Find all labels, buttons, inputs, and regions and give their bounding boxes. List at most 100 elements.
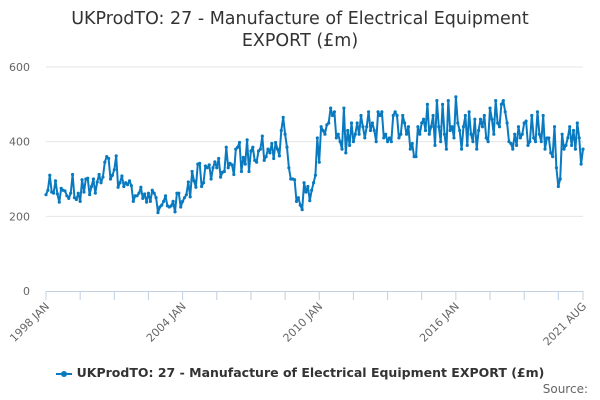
data-point (137, 191, 141, 195)
data-point (374, 140, 378, 144)
data-point (198, 161, 202, 165)
data-point (63, 189, 67, 193)
data-point (169, 204, 173, 208)
data-point (556, 184, 560, 189)
legend[interactable]: UKProdTO: 27 - Manufacture of Electrical… (0, 365, 600, 380)
y-tick-label: 200 (9, 210, 30, 223)
data-point (376, 110, 380, 114)
data-point (348, 143, 352, 147)
data-point (359, 113, 363, 118)
data-point (65, 194, 69, 198)
data-point (272, 156, 276, 161)
data-point (217, 156, 221, 161)
data-point (454, 95, 458, 99)
data-point (581, 147, 585, 151)
data-point (205, 166, 209, 170)
data-point (279, 128, 283, 133)
legend-line-marker-icon (55, 370, 72, 377)
data-point (302, 181, 306, 185)
data-point (391, 113, 395, 118)
data-point (93, 191, 97, 195)
data-point (275, 147, 280, 151)
data-point (570, 143, 574, 147)
data-point (573, 147, 578, 151)
data-point (387, 136, 392, 140)
data-point (154, 196, 158, 200)
data-point (329, 106, 333, 110)
data-point (461, 125, 466, 129)
data-point (74, 197, 78, 202)
data-point (179, 205, 183, 209)
data-point (437, 125, 441, 129)
data-point (152, 191, 156, 195)
data-point (568, 125, 572, 129)
data-point (520, 132, 524, 136)
data-point (317, 160, 321, 164)
data-point (349, 121, 354, 125)
legend-label: UKProdTO: 27 - Manufacture of Electrical… (76, 365, 545, 380)
data-point (511, 147, 515, 151)
data-point (467, 110, 471, 114)
data-point (281, 115, 285, 119)
data-point (547, 136, 551, 140)
data-point (448, 128, 452, 133)
data-point (127, 179, 132, 183)
data-point (249, 149, 253, 153)
data-point (143, 192, 147, 196)
data-point (270, 141, 274, 146)
data-point (264, 155, 268, 159)
x-tick-label: 1998 JAN (7, 300, 52, 345)
data-point (57, 200, 61, 204)
data-point (355, 121, 359, 125)
data-point (215, 166, 219, 170)
data-point (334, 136, 338, 140)
data-point (298, 203, 302, 207)
data-point (535, 110, 540, 114)
data-point (459, 147, 464, 151)
data-point (397, 136, 401, 140)
data-point (321, 128, 325, 133)
data-point (353, 132, 357, 136)
data-point (577, 136, 581, 140)
data-point (177, 191, 181, 195)
data-point (255, 160, 259, 164)
x-axis: 1998 JAN 2004 JAN 2010 JAN 2016 JAN 2021 AUG (7, 291, 589, 348)
data-point (103, 160, 107, 164)
data-point (465, 143, 469, 147)
x-tick-label: 2004 JAN (144, 300, 189, 345)
data-point (122, 184, 126, 189)
data-point (262, 158, 266, 162)
data-point (526, 143, 530, 147)
data-point (429, 125, 433, 129)
data-point (51, 191, 56, 195)
data-point (404, 132, 409, 136)
data-point (306, 184, 310, 189)
data-point (380, 110, 384, 114)
data-point (245, 138, 249, 142)
x-tick-label: 2010 JAN (281, 300, 326, 345)
data-point (160, 203, 164, 207)
data-point (342, 106, 346, 110)
data-point (566, 136, 570, 140)
data-point (116, 185, 120, 189)
data-point (135, 194, 139, 198)
data-point (393, 110, 397, 114)
data-point (389, 140, 393, 144)
data-point (232, 172, 236, 177)
gridlines (46, 66, 583, 217)
data-point (469, 132, 473, 136)
data-point (552, 125, 557, 129)
data-point (139, 185, 143, 189)
data-point (475, 147, 479, 151)
data-point (95, 180, 99, 184)
data-point (499, 102, 504, 106)
data-point (78, 199, 82, 203)
data-point (530, 113, 534, 118)
data-point (188, 195, 192, 199)
data-point (131, 199, 135, 203)
data-point (423, 128, 428, 133)
data-point (509, 141, 513, 146)
data-point (285, 145, 289, 149)
data-point (146, 191, 151, 195)
data-point (539, 140, 543, 144)
